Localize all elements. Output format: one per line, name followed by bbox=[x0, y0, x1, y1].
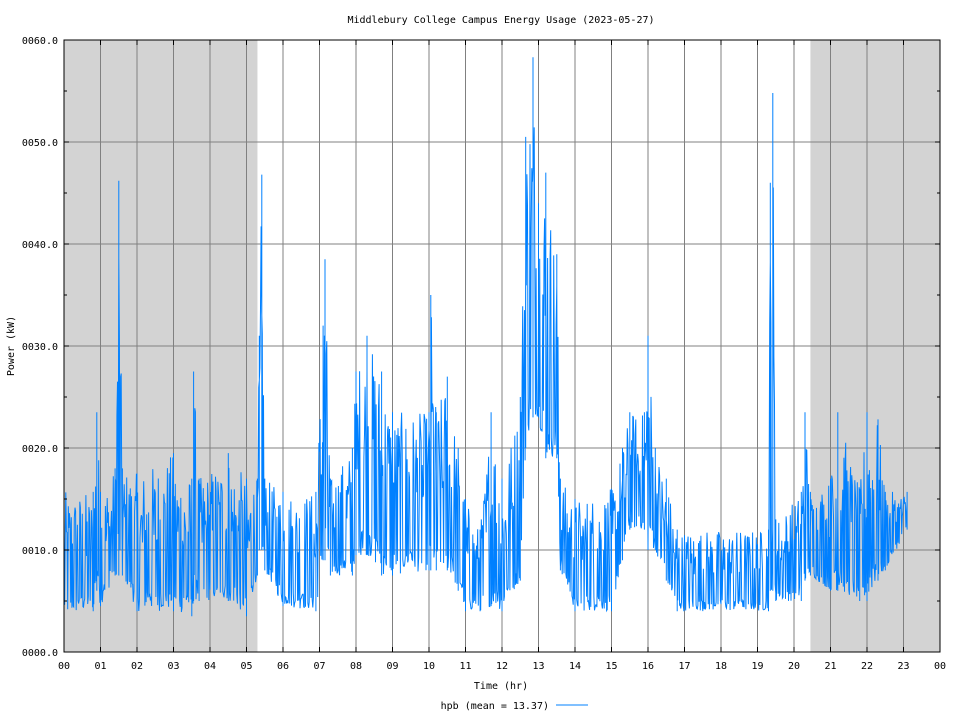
y-tick-label: 0050.0 bbox=[22, 138, 58, 149]
x-tick-label: 20 bbox=[788, 661, 800, 672]
tick-group: 00 01 02 03 04 05 06 07 08 09 10 11 12 13 14 15 16 17 18 19… bbox=[22, 36, 946, 672]
x-tick-label: 06 bbox=[277, 661, 289, 672]
x-tick-label: 13 bbox=[532, 661, 544, 672]
x-tick-label: 04 bbox=[204, 661, 216, 672]
x-tick-label: 21 bbox=[824, 661, 836, 672]
x-tick-label: 18 bbox=[715, 661, 727, 672]
y-tick-label: 0010.0 bbox=[22, 546, 58, 557]
chart-title: Middlebury College Campus Energy Usage (… bbox=[347, 15, 654, 26]
y-tick-label: 0040.0 bbox=[22, 240, 58, 251]
x-tick-label: 11 bbox=[459, 661, 471, 672]
x-tick-label: 05 bbox=[240, 661, 252, 672]
x-tick-label: 12 bbox=[496, 661, 508, 672]
x-tick-label: 14 bbox=[569, 661, 581, 672]
x-tick-label: 16 bbox=[642, 661, 654, 672]
x-tick-label: 00 bbox=[58, 661, 70, 672]
series-group bbox=[63, 57, 908, 617]
x-axis-label: Time (hr) bbox=[474, 681, 528, 692]
x-tick-label: 10 bbox=[423, 661, 435, 672]
legend-label: hpb (mean = 13.37) bbox=[441, 701, 549, 712]
y-tick-label: 0000.0 bbox=[22, 648, 58, 659]
y-tick-label: 0030.0 bbox=[22, 342, 58, 353]
x-tick-label: 09 bbox=[386, 661, 398, 672]
x-tick-label: 15 bbox=[605, 661, 617, 672]
x-tick-label: 08 bbox=[350, 661, 362, 672]
x-tick-label: 00 bbox=[934, 661, 946, 672]
x-tick-label: 19 bbox=[751, 661, 763, 672]
x-tick-label: 07 bbox=[313, 661, 325, 672]
x-tick-label: 03 bbox=[167, 661, 179, 672]
series-line-hpb bbox=[63, 57, 908, 617]
x-tick-label: 02 bbox=[131, 661, 143, 672]
x-tick-label: 01 bbox=[94, 661, 106, 672]
x-tick-label: 22 bbox=[861, 661, 873, 672]
x-tick-label: 17 bbox=[678, 661, 690, 672]
y-axis-label: Power (kW) bbox=[6, 316, 17, 376]
x-tick-label: 23 bbox=[897, 661, 909, 672]
y-tick-label: 0060.0 bbox=[22, 36, 58, 47]
y-tick-label: 0020.0 bbox=[22, 444, 58, 455]
legend: hpb (mean = 13.37) bbox=[441, 701, 588, 712]
